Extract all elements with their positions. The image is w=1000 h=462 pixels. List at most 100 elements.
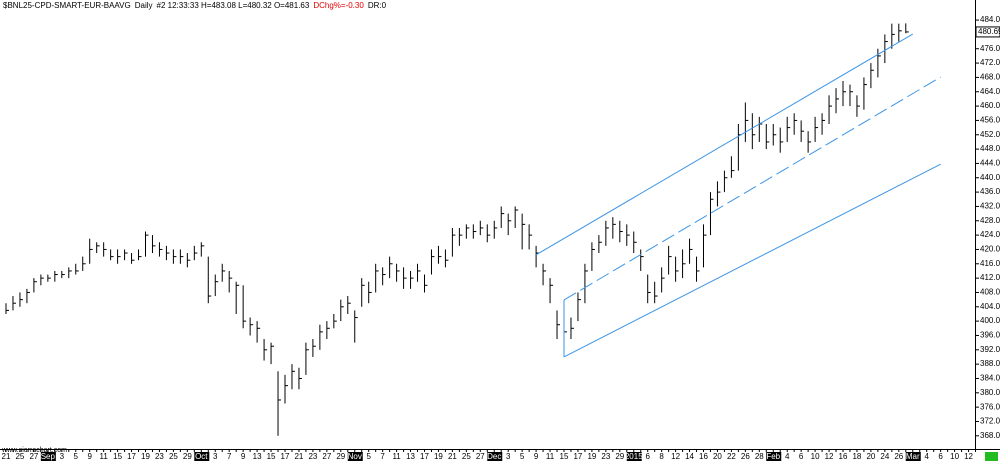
y-tick-label: 424.00	[980, 230, 1000, 239]
x-tick-label: 2015	[625, 452, 643, 461]
y-tick-label: 368.00	[980, 431, 1000, 440]
quote-info: #2 12:33:33 H=483.08 L=480.32 O=481.63	[156, 1, 310, 10]
x-tick-label: 29	[615, 452, 624, 461]
month-marker	[905, 452, 921, 461]
x-tick-label: 28	[755, 452, 764, 461]
x-tick-label: 27	[322, 452, 331, 461]
x-tick-label: 24	[880, 452, 889, 461]
x-tick-label: 7	[227, 452, 232, 461]
y-tick-label: 468.00	[980, 73, 1000, 82]
x-tick-label: Dec	[487, 452, 501, 461]
x-tick-label: 16	[839, 452, 848, 461]
x-tick-label: 17	[573, 452, 582, 461]
x-tick-label: 5	[366, 452, 371, 461]
month-marker	[626, 452, 642, 461]
x-tick-label: 23	[308, 452, 317, 461]
x-tick-label: 29	[183, 452, 192, 461]
x-tick-label: 5	[520, 452, 525, 461]
x-tick-label: Sep	[41, 452, 56, 461]
x-tick-label: 11	[392, 452, 401, 461]
y-tick-label: 412.00	[980, 273, 1000, 282]
y-tick-label: 384.00	[980, 374, 1000, 383]
y-tick-label: 396.00	[980, 331, 1000, 340]
x-tick-label: Nov	[348, 452, 362, 461]
y-tick-label: 416.00	[980, 259, 1000, 268]
x-tick-label: 3	[60, 452, 65, 461]
month-marker	[487, 452, 503, 461]
x-tick-label: 17	[420, 452, 429, 461]
x-tick-label: 26	[741, 452, 750, 461]
x-tick-label: 25	[169, 452, 178, 461]
daily-change: DChg%=-0.30	[313, 1, 364, 10]
y-tick-label: 472.00	[980, 58, 1000, 67]
x-tick-label: 20	[866, 452, 875, 461]
y-tick-label: 432.00	[980, 202, 1000, 211]
channel-line	[535, 33, 914, 256]
x-tick-label: 21	[448, 452, 457, 461]
x-tick-label: 3	[213, 452, 218, 461]
channel-line	[563, 163, 941, 358]
chart-header: $BNL25-CPD-SMART-EUR-BAAVG Daily #2 12:33:…	[3, 1, 390, 10]
x-tick-label: 19	[141, 452, 150, 461]
x-tick-label: 4	[924, 452, 929, 461]
symbol: $BNL25-CPD-SMART-EUR-BAAVG	[3, 1, 131, 10]
x-tick-label: 9	[87, 452, 92, 461]
x-tick-label: 16	[699, 452, 708, 461]
y-tick-label: 420.00	[980, 245, 1000, 254]
x-tick-label: 10	[811, 452, 820, 461]
y-tick-label: 456.00	[980, 116, 1000, 125]
y-tick-label: 428.00	[980, 216, 1000, 225]
x-tick-label: 21	[294, 452, 303, 461]
y-tick-label: 464.00	[980, 87, 1000, 96]
y-tick-label: 408.00	[980, 288, 1000, 297]
x-tick-label: 27	[476, 452, 485, 461]
y-tick-label: 436.00	[980, 187, 1000, 196]
x-tick-label: 11	[546, 452, 555, 461]
x-tick-label: 9	[241, 452, 246, 461]
x-tick-label: 12	[825, 452, 834, 461]
y-tick-label: 440.00	[980, 173, 1000, 182]
month-marker	[347, 452, 363, 461]
y-tick-label: 484.00	[980, 15, 1000, 24]
x-tick-label: 12	[671, 452, 680, 461]
x-tick-label: 18	[852, 452, 861, 461]
status-box	[985, 452, 998, 461]
x-tick-label: 13	[253, 452, 262, 461]
x-tick-label: 4	[785, 452, 790, 461]
y-tick-label: 444.00	[980, 159, 1000, 168]
x-tick-label: 22	[727, 452, 736, 461]
channel-line	[563, 76, 941, 301]
x-tick-label: 25	[15, 452, 24, 461]
x-tick-label: 5	[74, 452, 79, 461]
x-tick-label: 7	[380, 452, 385, 461]
x-tick-label: Mar	[906, 452, 920, 461]
x-tick-label: 15	[560, 452, 569, 461]
x-tick-label: 8	[659, 452, 664, 461]
y-tick-label: 388.00	[980, 359, 1000, 368]
x-tick-label: 20	[713, 452, 722, 461]
month-marker	[766, 452, 782, 461]
y-tick-label: 452.00	[980, 130, 1000, 139]
x-tick-label: 19	[434, 452, 443, 461]
x-tick-label: 23	[601, 452, 610, 461]
daily-range: DR:0	[367, 1, 387, 10]
x-tick-label: 6	[938, 452, 943, 461]
y-tick-label: 476.00	[980, 44, 1000, 53]
x-tick-label: Feb	[766, 452, 780, 461]
x-tick-label: 17	[127, 452, 136, 461]
x-tick-label: 25	[462, 452, 471, 461]
y-tick-label: 380.00	[980, 388, 1000, 397]
y-tick-label: 448.00	[980, 144, 1000, 153]
last-price-label: 480.69	[978, 27, 1000, 36]
x-tick-label: 19	[587, 452, 596, 461]
month-marker	[194, 452, 210, 461]
x-tick-label: 10	[950, 452, 959, 461]
y-tick-label: 392.00	[980, 345, 1000, 354]
y-tick-label: 400.00	[980, 316, 1000, 325]
x-tick-label: 12	[964, 452, 973, 461]
month-marker	[40, 452, 56, 461]
x-tick-label: 3	[506, 452, 511, 461]
x-tick-label: 11	[99, 452, 108, 461]
x-tick-label: 13	[406, 452, 415, 461]
